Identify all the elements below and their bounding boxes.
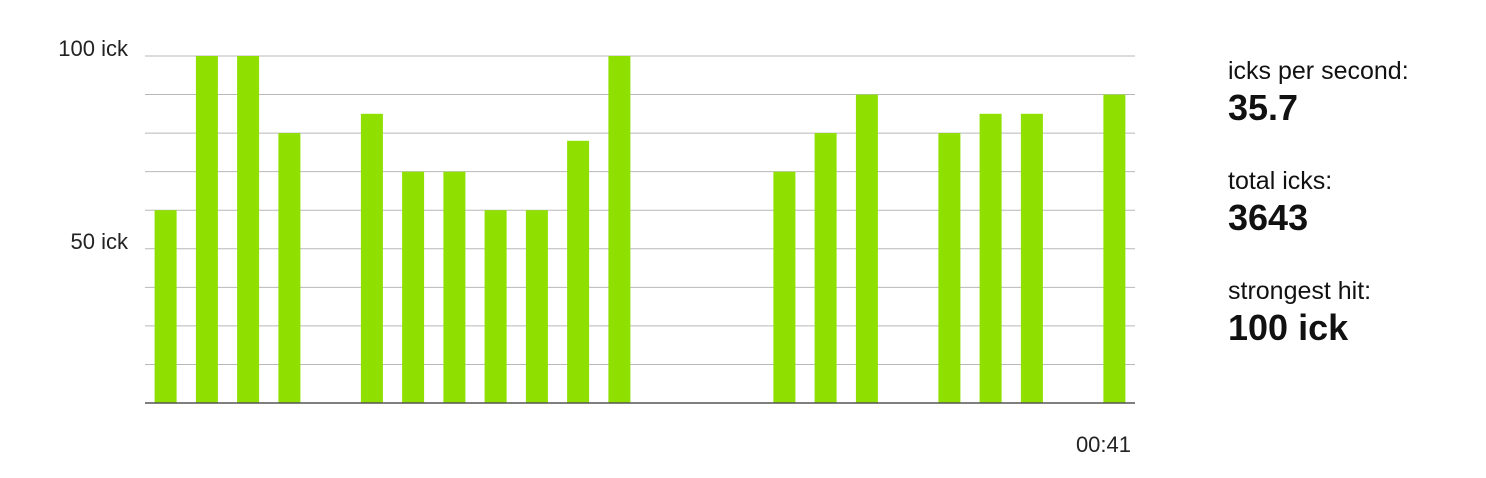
rate-label: icks per second: <box>1228 57 1409 85</box>
rate-value: 35.7 <box>1228 87 1299 128</box>
bar <box>443 171 466 403</box>
bar <box>525 210 548 403</box>
bar <box>360 113 383 404</box>
bar <box>195 56 218 403</box>
bar <box>484 210 507 403</box>
x-time-label: 00:41 <box>1076 432 1131 457</box>
bar <box>278 133 301 403</box>
y-tick-label: 50 ick <box>71 229 129 254</box>
max-value: 100 ick <box>1228 307 1349 348</box>
y-tick-label: 100 ick <box>58 36 129 61</box>
gridlines <box>145 55 1135 365</box>
bar <box>402 171 425 403</box>
bar <box>1103 94 1126 403</box>
total-value: 3643 <box>1228 197 1309 238</box>
bar <box>608 56 631 403</box>
bar <box>814 133 837 403</box>
bar <box>154 210 177 403</box>
bar <box>567 140 590 404</box>
axis-labels: 100 ick 50 ick 00:41 <box>58 36 1131 457</box>
bar <box>237 56 260 403</box>
bar <box>773 171 796 403</box>
bar <box>855 94 878 403</box>
bars <box>154 56 1126 404</box>
total-label: total icks: <box>1228 167 1333 195</box>
bar <box>979 113 1002 404</box>
stats-panel: icks per second: 35.7 total icks: 3643 s… <box>1228 56 1478 386</box>
bar <box>938 133 961 403</box>
bar <box>1020 113 1043 404</box>
max-label: strongest hit: <box>1228 277 1372 305</box>
ick-bar-chart: 100 ick 50 ick 00:41 <box>58 36 1135 457</box>
